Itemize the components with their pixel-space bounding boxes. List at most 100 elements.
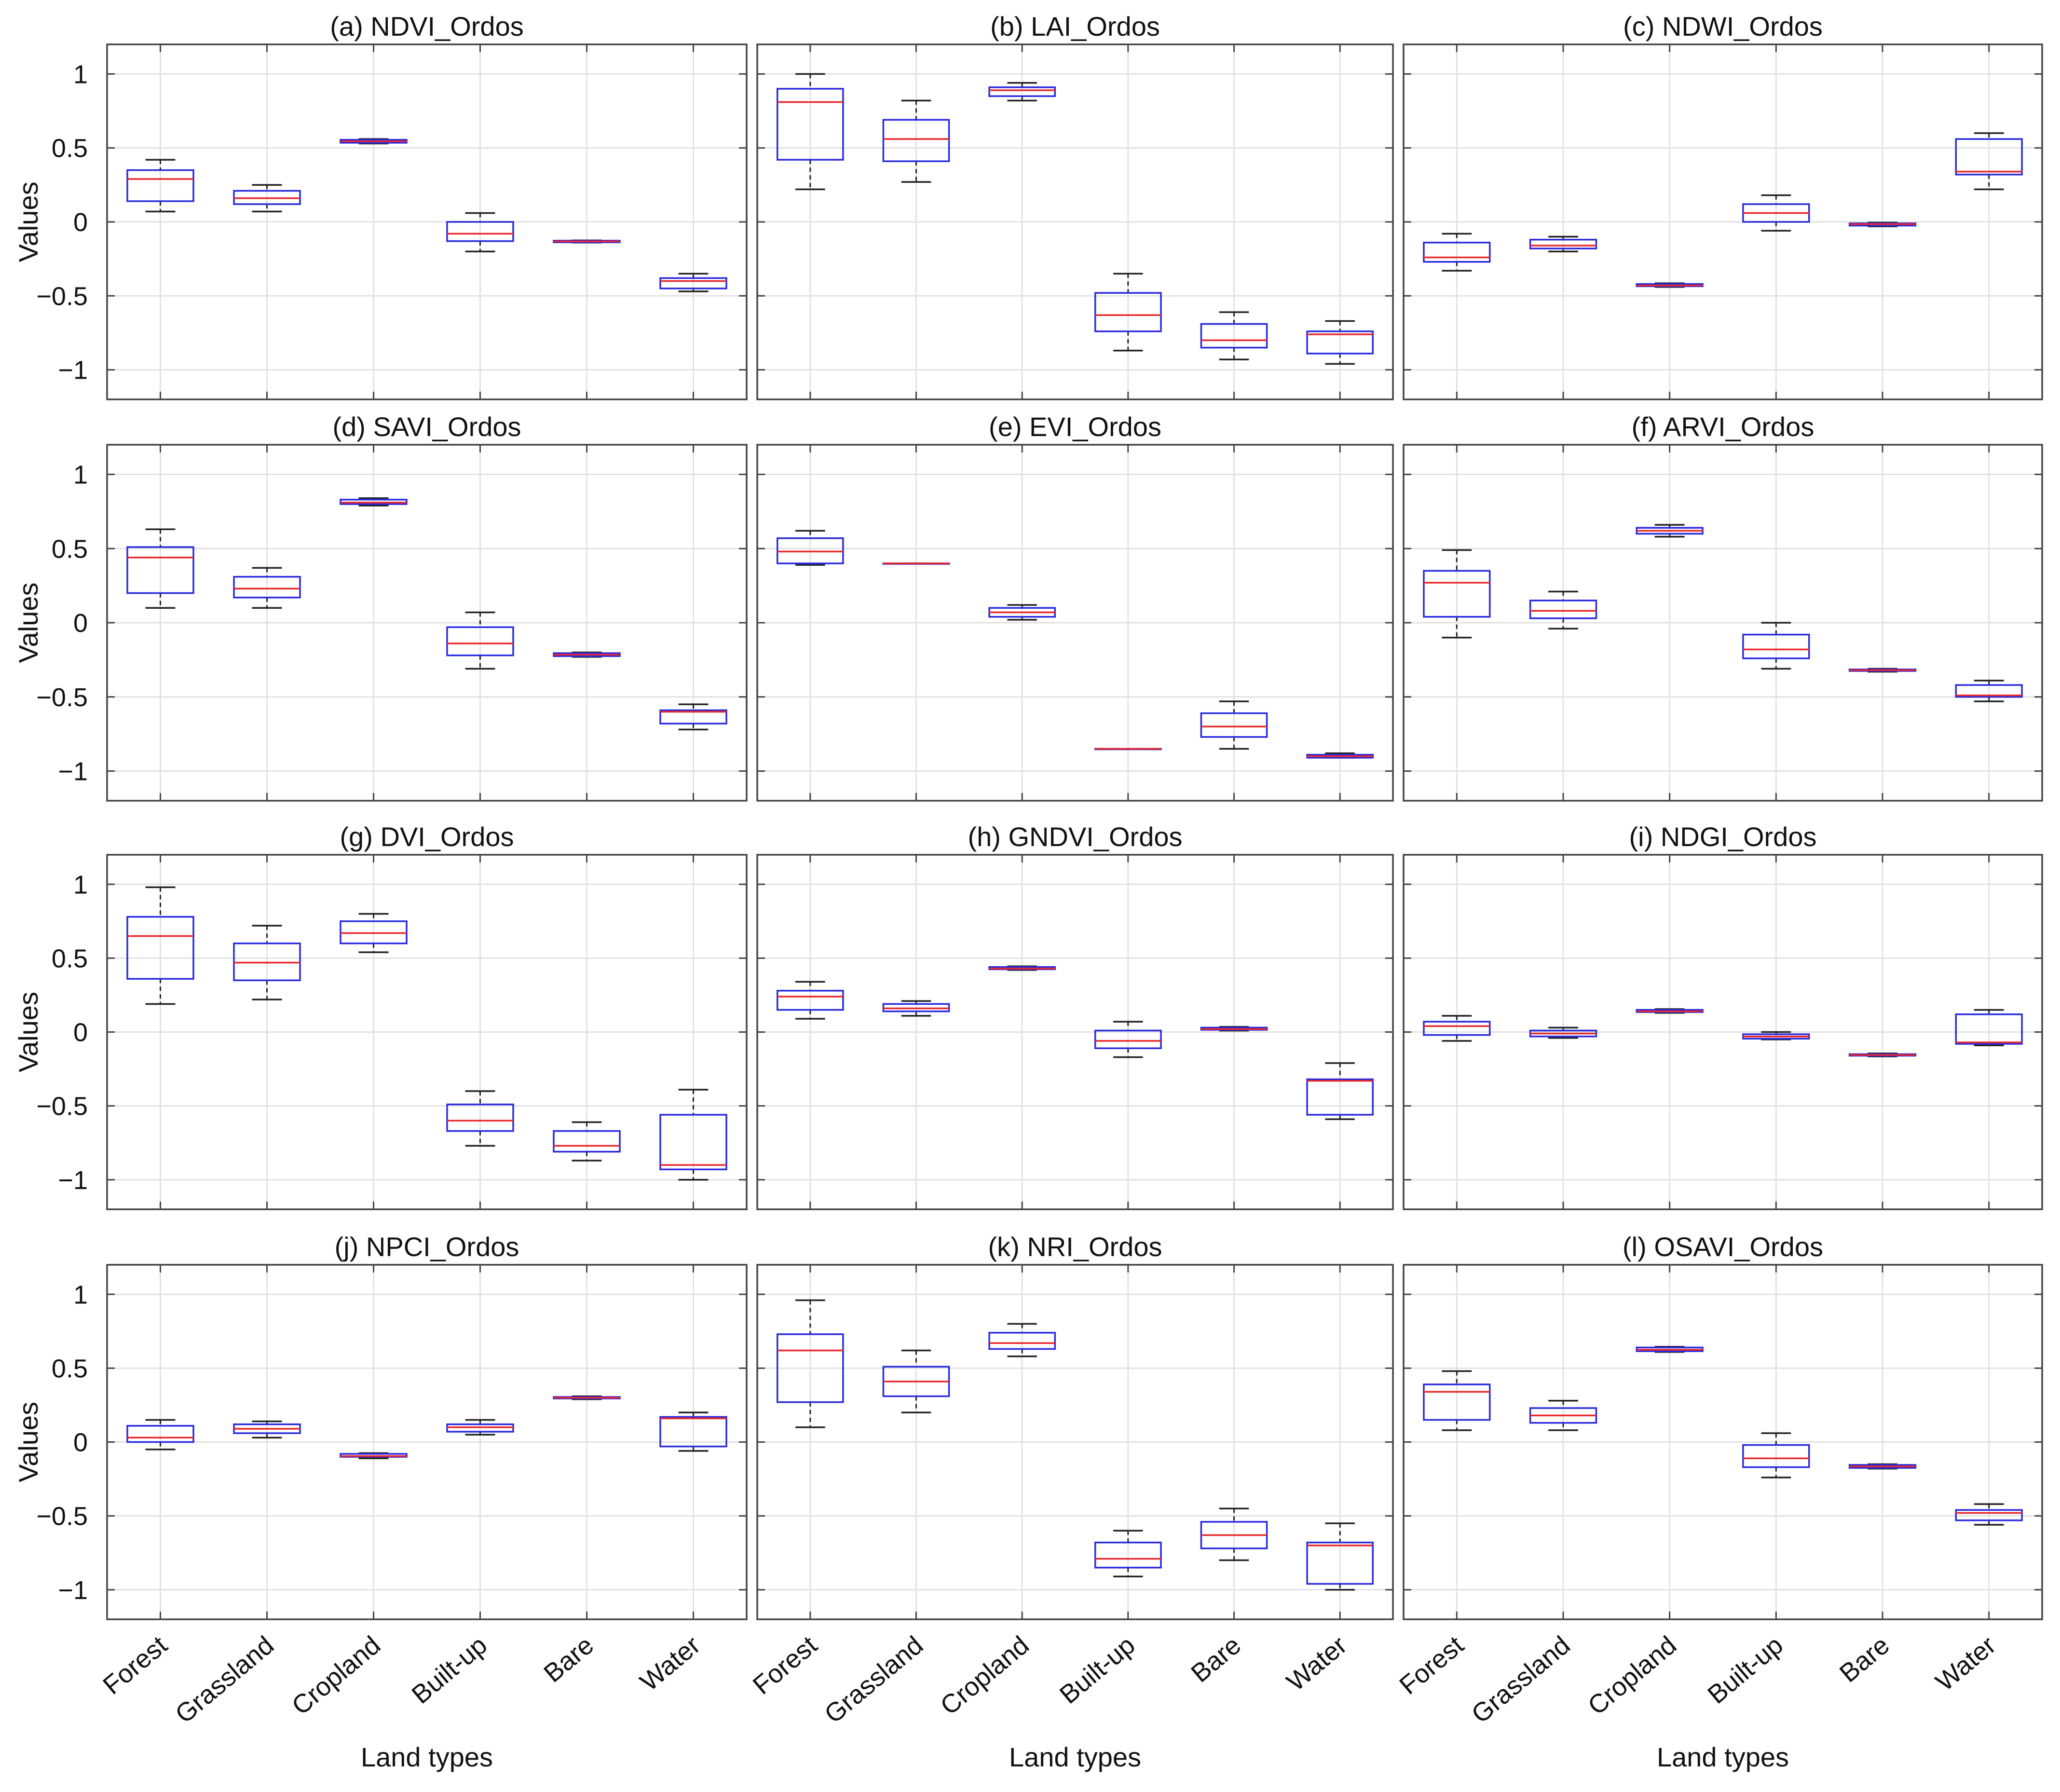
box-iqr xyxy=(126,1425,194,1443)
x-axis-label: Land types xyxy=(361,1742,493,1772)
box-cropland xyxy=(988,1323,1056,1357)
panel-frame xyxy=(756,444,1394,802)
box-water xyxy=(1955,1009,2023,1046)
box-water xyxy=(659,1411,727,1452)
panel-frame xyxy=(1403,1264,2043,1620)
panel-title: (b) LAI_Ordos xyxy=(990,11,1160,41)
panel-8: (h) GNDVI_Ordos xyxy=(756,821,1394,1210)
box-bare xyxy=(1200,1507,1268,1561)
box-iqr xyxy=(1094,1542,1162,1569)
box-iqr xyxy=(1306,330,1374,355)
x-tick-label: Built-up xyxy=(1054,1630,1141,1710)
box-water xyxy=(1306,1062,1374,1120)
box-iqr xyxy=(776,990,844,1011)
panel-frame xyxy=(756,1264,1394,1620)
box-water xyxy=(1306,1522,1374,1591)
box-iqr xyxy=(776,1333,844,1403)
x-tick-label: Grassland xyxy=(1466,1630,1576,1729)
box-iqr xyxy=(446,221,514,242)
box-iqr xyxy=(1200,323,1268,349)
panel-10: (j) NPCI_Ordos 1 0.5 0 −0.5 −1 Values ForestGra… xyxy=(13,1231,748,1772)
x-tick-label: Cropland xyxy=(286,1630,386,1721)
box-grassland xyxy=(233,925,301,1000)
x-axis-label: Land types xyxy=(1657,1742,1789,1772)
x-tick-label: Forest xyxy=(1394,1630,1469,1700)
panel-frame xyxy=(106,444,748,802)
box-built-up xyxy=(1742,1432,1810,1478)
box-forest xyxy=(126,528,194,609)
box-cropland xyxy=(1636,282,1704,288)
box-bare xyxy=(553,1395,621,1400)
panel-3: (c) NDWI_Ordos xyxy=(1403,11,2043,400)
y-axis-label: Values xyxy=(13,1402,43,1482)
box-grassland xyxy=(882,99,950,183)
panel-title: (j) NPCI_Ordos xyxy=(335,1231,519,1262)
box-grassland xyxy=(1529,1400,1597,1431)
y-tick-label: −0.5 xyxy=(36,282,88,311)
panel-title: (c) NDWI_Ordos xyxy=(1623,11,1823,41)
box-bare xyxy=(1848,668,1917,673)
box-iqr xyxy=(988,86,1056,97)
box-bare xyxy=(553,1121,621,1162)
box-bare xyxy=(1200,1026,1268,1032)
y-tick-label: 0 xyxy=(73,1428,88,1457)
box-grassland xyxy=(882,1349,950,1413)
box-iqr xyxy=(776,88,844,161)
box-water xyxy=(659,1089,727,1181)
y-tick-label: 1 xyxy=(73,60,88,89)
panel-title: (h) GNDVI_Ordos xyxy=(968,821,1183,852)
y-axis-label: Values xyxy=(13,582,43,663)
x-tick-label: Cropland xyxy=(935,1630,1034,1721)
box-cropland xyxy=(988,965,1056,971)
box-iqr xyxy=(1742,633,1810,659)
box-iqr xyxy=(1529,600,1597,619)
box-iqr xyxy=(1423,1383,1491,1421)
box-water xyxy=(1955,1503,2023,1526)
panel-9: (i) NDGI_Ordos xyxy=(1403,821,2043,1210)
y-axis-label: Values xyxy=(13,992,43,1072)
y-tick-label: 0.5 xyxy=(52,534,88,563)
panel-4: (d) SAVI_Ordos 1 0.5 0 −0.5 −1 Values xyxy=(13,411,748,802)
box-grassland xyxy=(882,1000,950,1017)
box-iqr xyxy=(1955,138,2023,176)
box-iqr xyxy=(1423,1021,1491,1036)
panel-title: (a) NDVI_Ordos xyxy=(330,11,523,41)
panel-title: (e) EVI_Ordos xyxy=(989,411,1161,442)
box-iqr xyxy=(659,277,727,289)
box-grassland xyxy=(233,1420,301,1439)
box-iqr xyxy=(446,1103,514,1132)
box-grassland xyxy=(1529,590,1597,630)
box-iqr xyxy=(1423,242,1491,263)
box-built-up xyxy=(1094,1530,1162,1577)
panel-frame xyxy=(1403,43,2043,400)
y-tick-label: 0.5 xyxy=(52,134,88,163)
box-grassland xyxy=(882,562,950,565)
box-bare xyxy=(553,239,621,244)
x-tick-label: Water xyxy=(1930,1630,2001,1696)
y-tick-label: −1 xyxy=(58,1166,88,1195)
panel-frame xyxy=(756,854,1394,1210)
box-water xyxy=(659,703,727,731)
panel-frame xyxy=(756,43,1394,400)
y-tick-label: 0 xyxy=(73,609,88,638)
box-cropland xyxy=(1636,524,1704,538)
x-tick-label: Bare xyxy=(1186,1630,1246,1688)
box-iqr xyxy=(126,916,194,980)
panel-title: (i) NDGI_Ordos xyxy=(1629,821,1817,852)
x-tick-label: Bare xyxy=(1834,1630,1895,1688)
box-forest xyxy=(126,886,194,1005)
panel-title: (l) OSAVI_Ordos xyxy=(1623,1231,1823,1262)
x-axis-label: Land types xyxy=(1009,1742,1141,1772)
panel-5: (e) EVI_Ordos xyxy=(756,411,1394,802)
y-tick-label: 0.5 xyxy=(52,1354,88,1383)
box-iqr xyxy=(1094,292,1162,332)
box-iqr xyxy=(659,709,727,725)
box-forest xyxy=(1423,549,1491,639)
x-tick-label: Water xyxy=(1282,1630,1352,1696)
y-tick-label: 0 xyxy=(73,1018,88,1047)
box-cropland xyxy=(340,913,408,953)
box-bare xyxy=(1200,700,1268,750)
box-iqr xyxy=(446,626,514,657)
